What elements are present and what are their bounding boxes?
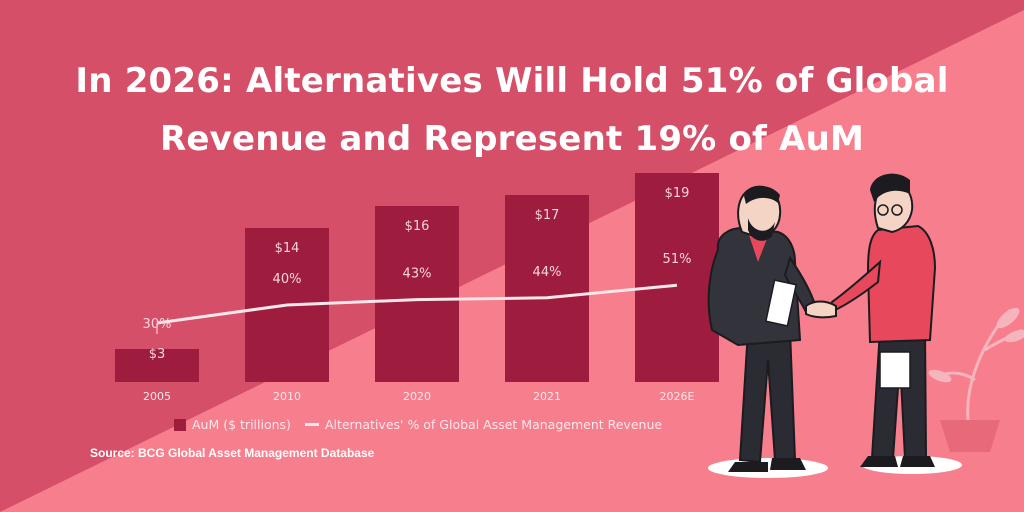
legend-swatch-aum — [174, 418, 186, 431]
legend-label-aum: AuM ($ trillions) — [192, 417, 291, 432]
bar-value-label: $19 — [665, 186, 690, 201]
chart-title-line-1: In 2026: Alternatives Will Hold 51% of G… — [75, 61, 949, 101]
legend-label-alternatives: Alternatives' % of Global Asset Manageme… — [324, 417, 663, 432]
bar-2026E — [635, 173, 719, 382]
x-axis-labels: 2005 2010 2020 2021 2026E — [143, 390, 695, 403]
line-series — [156, 283, 678, 334]
x-tick-label: 2020 — [403, 390, 431, 403]
legend: AuM ($ trillions) Alternatives' % of Glo… — [174, 417, 662, 432]
line-value-label: 43% — [403, 267, 432, 282]
bar-value-label: $16 — [405, 219, 430, 234]
bar-2005 — [115, 349, 199, 382]
bar-value-label: $3 — [149, 347, 166, 362]
data-labels: $3 $14 $16 $17 $19 30% 40% 43% 44% 51% — [143, 186, 692, 362]
bar-2021 — [505, 195, 589, 382]
legend-swatch-alternatives — [304, 423, 319, 426]
alternatives-line — [156, 283, 678, 325]
businessman-left — [707, 185, 817, 472]
bar-value-label: $14 — [275, 241, 300, 256]
x-tick-label: 2026E — [660, 390, 695, 403]
plant-icon — [928, 307, 1024, 452]
bars — [115, 173, 719, 382]
bar-value-label: $17 — [535, 208, 560, 223]
line-value-label: 44% — [533, 265, 562, 280]
handshake-icon — [805, 300, 837, 319]
businessman-right — [823, 173, 937, 467]
line-value-label: 30% — [143, 317, 172, 332]
x-tick-label: 2021 — [533, 390, 561, 403]
x-tick-label: 2010 — [273, 390, 301, 403]
source-note: Source: BCG Global Asset Management Data… — [90, 446, 375, 460]
chart-title-line-2: Revenue and Represent 19% of AuM — [159, 119, 865, 159]
line-value-label: 51% — [663, 252, 692, 267]
x-tick-label: 2005 — [143, 390, 171, 403]
line-value-label: 40% — [273, 272, 302, 287]
bar-2020 — [375, 206, 459, 382]
